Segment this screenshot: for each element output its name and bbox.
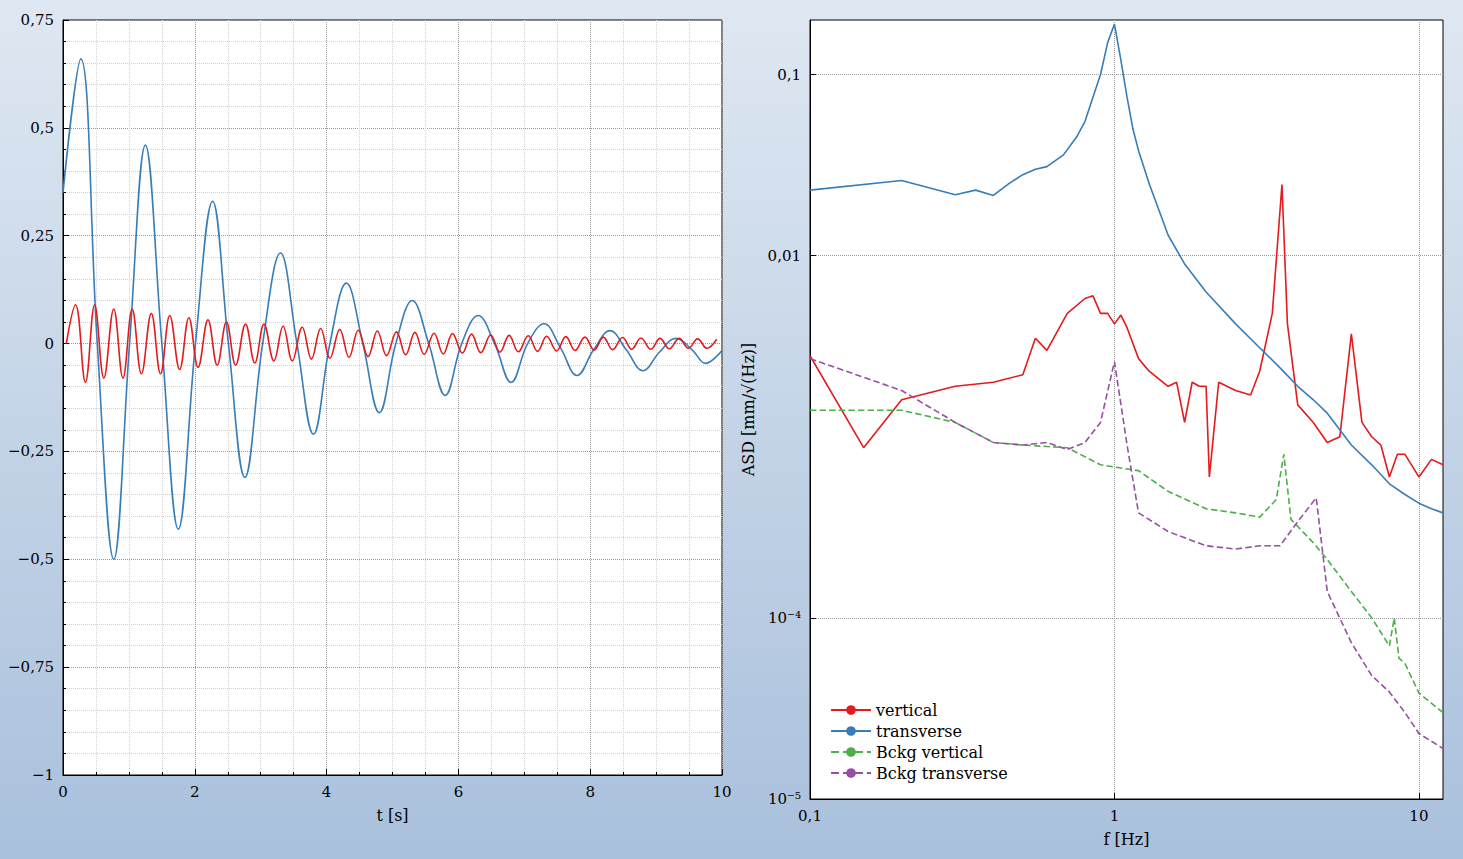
svg-text:−0,5: −0,5 bbox=[18, 550, 54, 568]
svg-text:10: 10 bbox=[1409, 807, 1428, 825]
svg-text:2: 2 bbox=[190, 783, 200, 801]
svg-text:ASD [mm/√(Hz)]: ASD [mm/√(Hz)] bbox=[739, 343, 758, 478]
svg-text:0,75: 0,75 bbox=[21, 11, 54, 29]
svg-text:0,01: 0,01 bbox=[768, 247, 801, 265]
svg-text:vertical: vertical bbox=[875, 701, 937, 720]
svg-text:transverse: transverse bbox=[876, 722, 962, 741]
svg-text:Bckg vertical: Bckg vertical bbox=[876, 743, 983, 762]
svg-text:−1: −1 bbox=[32, 766, 54, 784]
svg-text:10: 10 bbox=[712, 783, 731, 801]
svg-text:−0,25: −0,25 bbox=[8, 442, 54, 460]
svg-text:8: 8 bbox=[585, 783, 595, 801]
svg-text:Bckg transverse: Bckg transverse bbox=[876, 764, 1008, 783]
svg-text:0,25: 0,25 bbox=[21, 227, 54, 245]
svg-text:0,5: 0,5 bbox=[30, 119, 54, 137]
svg-text:10⁻⁴: 10⁻⁴ bbox=[768, 609, 801, 627]
svg-text:−0,75: −0,75 bbox=[8, 658, 54, 676]
svg-text:0: 0 bbox=[44, 335, 54, 353]
svg-text:1: 1 bbox=[1110, 807, 1120, 825]
svg-text:0,1: 0,1 bbox=[777, 66, 801, 84]
svg-text:t [s]: t [s] bbox=[376, 806, 408, 825]
svg-text:4: 4 bbox=[322, 783, 332, 801]
svg-text:0,1: 0,1 bbox=[798, 807, 822, 825]
svg-text:0: 0 bbox=[58, 783, 68, 801]
svg-text:6: 6 bbox=[454, 783, 464, 801]
svg-text:f [Hz]: f [Hz] bbox=[1104, 830, 1150, 849]
svg-text:10⁻⁵: 10⁻⁵ bbox=[768, 790, 801, 808]
